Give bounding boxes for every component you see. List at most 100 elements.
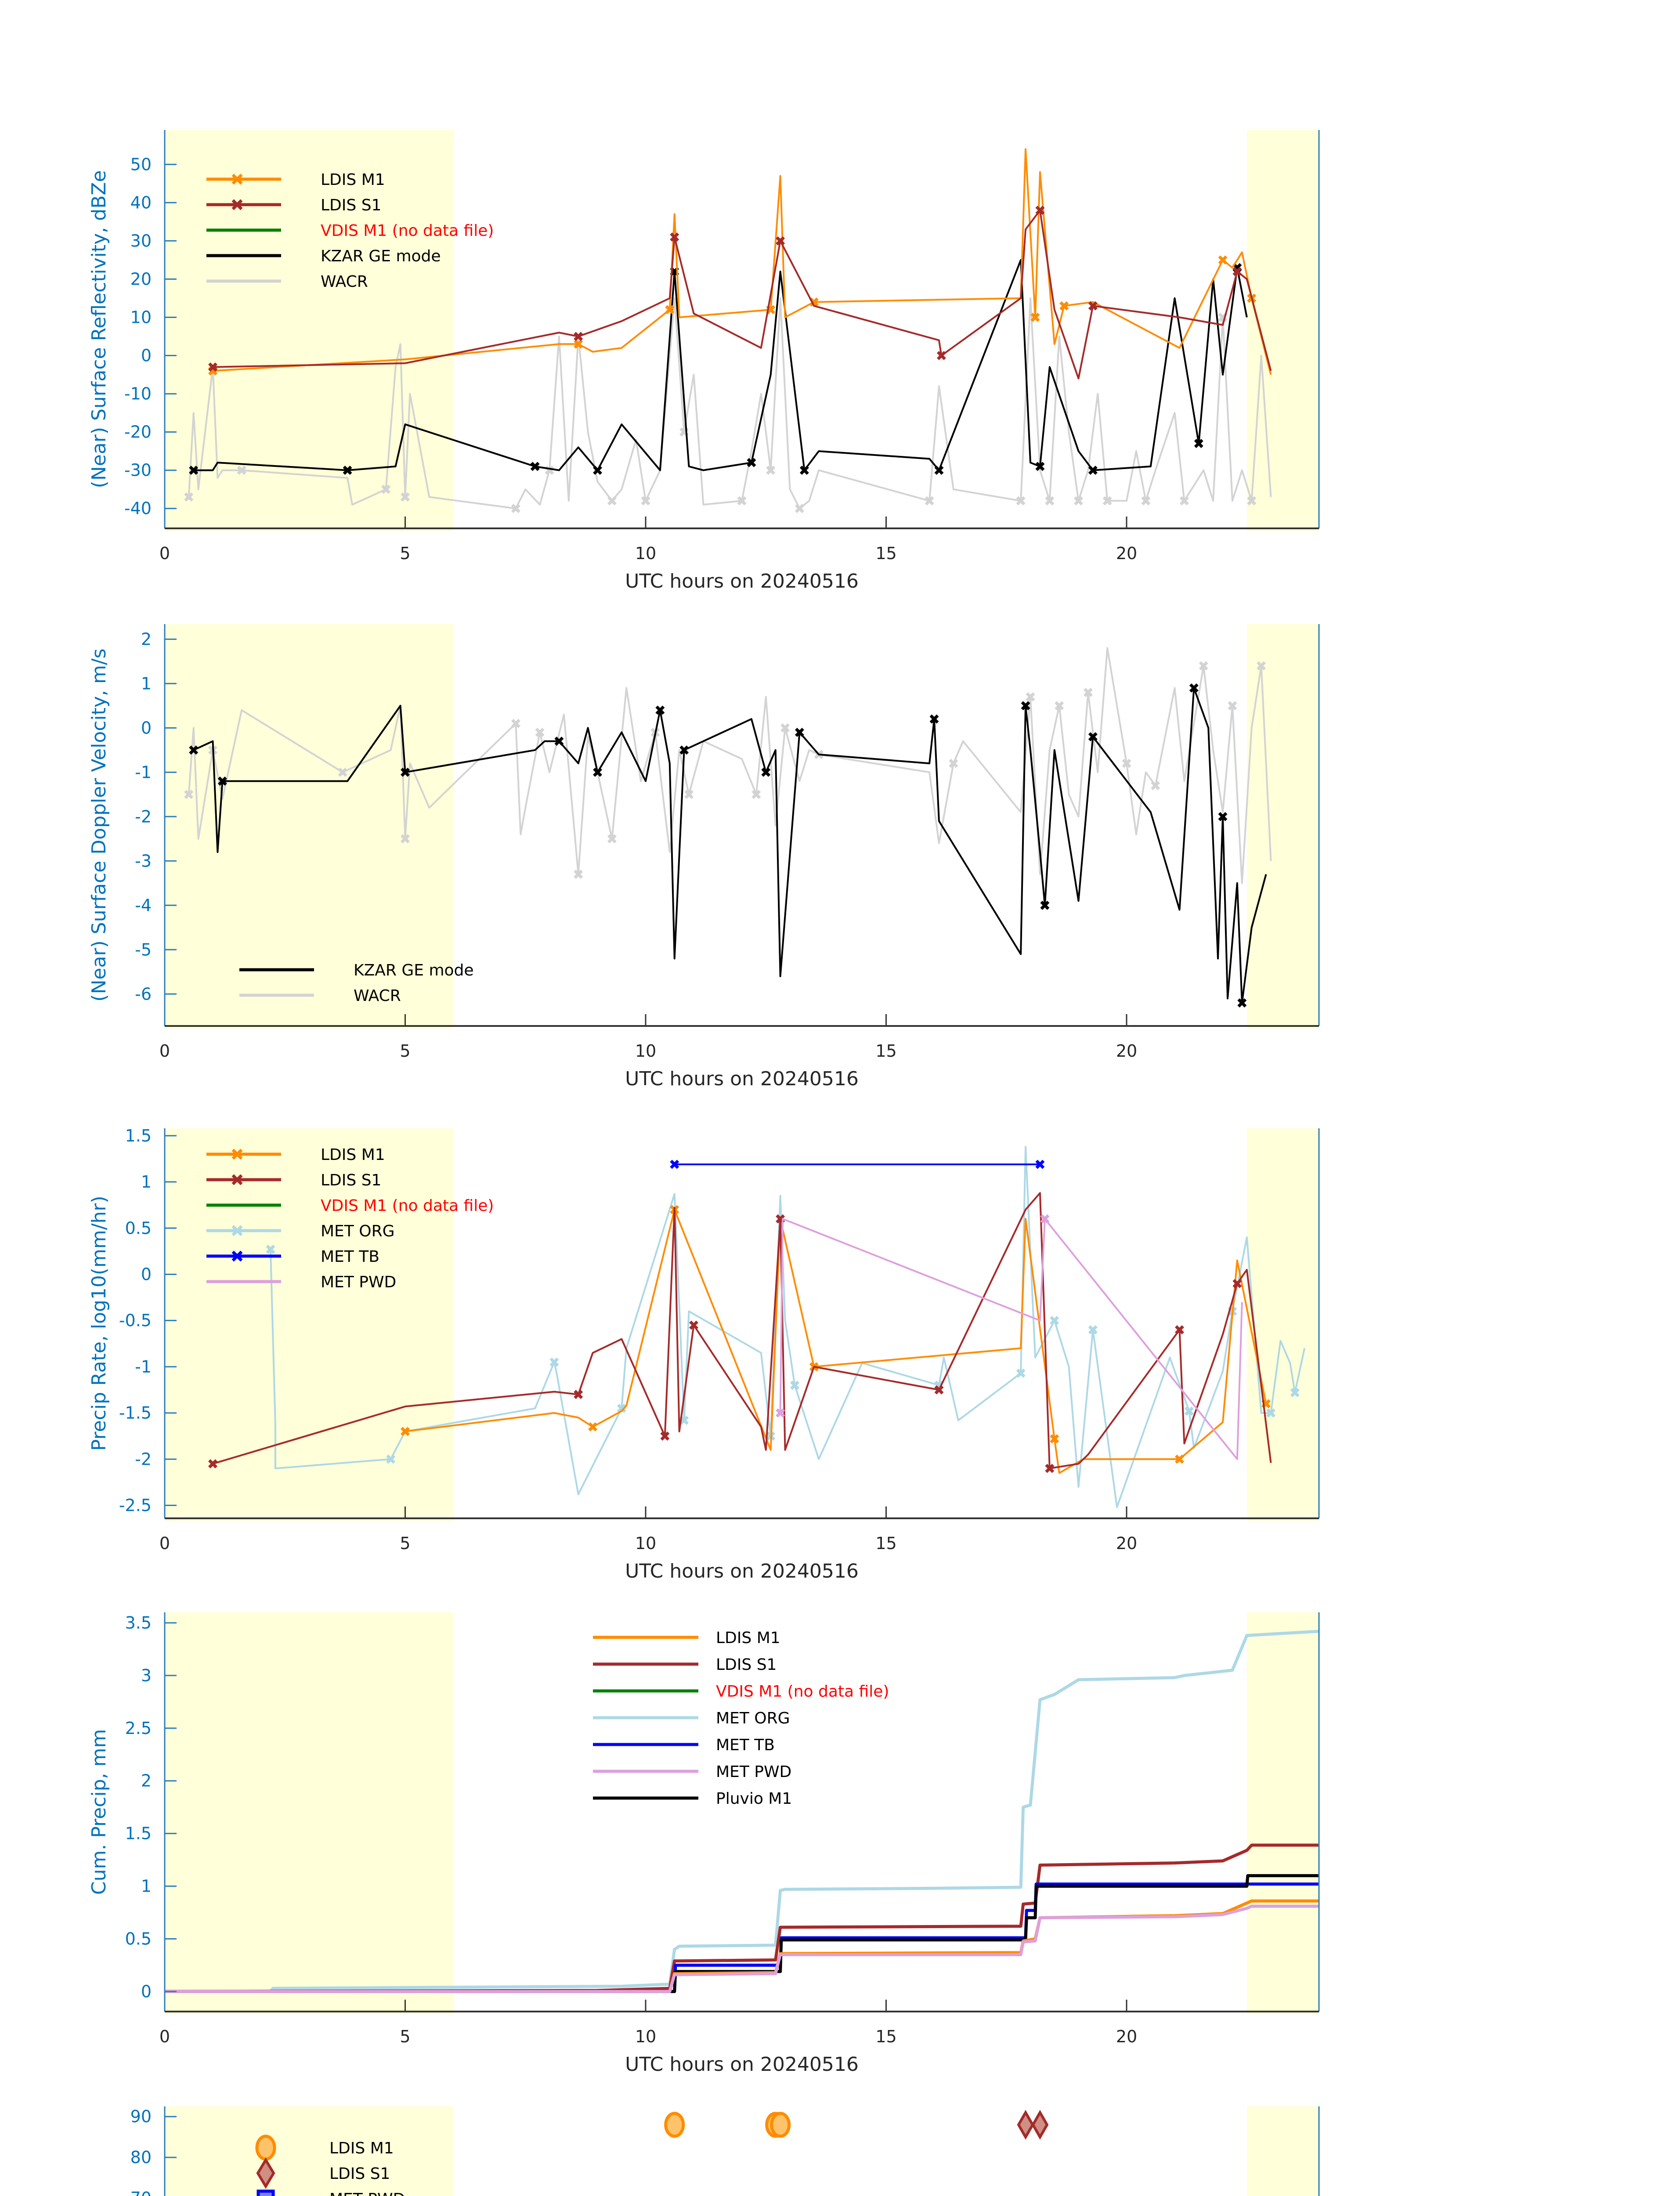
y-tick-label: 0.5 (125, 1929, 152, 1949)
x-tick-label: 5 (400, 1041, 410, 1061)
point-ldis-s1 (1031, 2109, 1049, 2140)
point-ldis-s1 (1017, 2109, 1034, 2140)
x-marker (381, 484, 391, 494)
x-marker (1030, 313, 1040, 322)
x-marker (641, 496, 650, 506)
x-marker (208, 362, 217, 372)
y-tick-label: 0 (141, 1264, 152, 1284)
legend-label: LDIS M1 (321, 1146, 385, 1164)
shaded-interval (165, 130, 453, 531)
x-marker (1088, 732, 1098, 741)
legend-label: WACR (321, 273, 368, 291)
x-tick-label: 10 (635, 1041, 656, 1061)
legend-label: VDIS M1 (no data file) (321, 1197, 494, 1215)
y-axis-label: (Near) Surface Reflectivity, dBZe (88, 170, 110, 488)
x-marker (266, 1245, 275, 1254)
y-tick-label: 0 (141, 718, 152, 737)
series-kzar-ge-mode (193, 259, 1248, 471)
y-tick-label: 30 (130, 231, 152, 250)
x-tick-label: 10 (635, 1534, 656, 1553)
y-tick-label: 1 (141, 1877, 152, 1896)
x-tick-label: 0 (159, 2027, 170, 2046)
x-marker (1290, 1388, 1300, 1398)
y-tick-label: 90 (130, 2107, 152, 2126)
legend-item: VDIS M1 (no data file) (206, 1197, 494, 1215)
x-marker (1194, 439, 1203, 448)
x-marker (1247, 496, 1257, 506)
legend-item: LDIS M1 (255, 2135, 394, 2161)
x-marker (1016, 496, 1026, 506)
series-met-org (269, 1146, 1306, 1508)
x-marker (1122, 758, 1131, 768)
y-tick-label: -20 (124, 423, 152, 442)
x-marker (184, 492, 194, 502)
y-tick-label: -1 (135, 1357, 152, 1376)
legend-item: MET ORG (206, 1222, 395, 1240)
x-axis-label: UTC hours on 20240516 (625, 1068, 859, 1090)
legend-label: LDIS S1 (321, 196, 381, 214)
shaded-interval (1246, 2106, 1319, 2196)
point-ldis-m1 (664, 2112, 685, 2138)
x-marker (574, 339, 583, 349)
y-tick-label: 2 (141, 1771, 152, 1791)
series-group (664, 2109, 1049, 2140)
x-marker (1184, 1406, 1194, 1416)
x-marker (231, 1149, 243, 1160)
shaded-interval (1246, 130, 1319, 531)
legend-item: KZAR GE mode (206, 247, 441, 265)
x-marker (747, 458, 756, 467)
shaded-interval (165, 1128, 453, 1521)
x-marker (1174, 1454, 1184, 1464)
x-marker (401, 767, 410, 777)
y-tick-label: -40 (124, 499, 152, 518)
legend-label: LDIS M1 (716, 1629, 780, 1647)
x-marker (607, 834, 617, 844)
y-tick-label: -4 (135, 896, 152, 915)
series-ldis-m1 (213, 148, 1272, 375)
series-kzar-ge-mode (193, 687, 1267, 1004)
x-marker (554, 737, 564, 746)
point-ldis-m1 (770, 2112, 791, 2138)
y-axis-label: Precip Rate, log10(mm/hr) (88, 1196, 110, 1451)
series-wacr (188, 297, 1272, 509)
legend-item: Pluvio M1 (593, 1790, 792, 1808)
legend-label: MET PWD (329, 2190, 405, 2196)
x-marker (1016, 1369, 1026, 1378)
x-tick-label: 0 (159, 1041, 170, 1061)
x-marker (1232, 267, 1242, 276)
series-group (208, 1146, 1306, 1508)
shaded-interval (1246, 1612, 1319, 2014)
x-marker (660, 1431, 670, 1441)
panel-precip-rate: -2.5 -2 -1.5 -1 -0.5 0 0.5 1 1.5 0 5 10 15 20 UTC hour… (88, 1126, 1320, 1582)
x-tick-label: 5 (400, 544, 410, 563)
y-tick-label: 1.5 (125, 1126, 152, 1145)
legend-item: LDIS M1 (593, 1629, 780, 1647)
series-met-org (165, 1629, 1319, 1993)
x-marker (795, 727, 804, 737)
x-marker (1026, 692, 1035, 702)
x-marker (655, 705, 665, 715)
x-marker (1257, 661, 1266, 671)
x-marker (936, 351, 946, 361)
x-marker (1050, 1434, 1059, 1444)
x-marker (231, 1174, 243, 1185)
y-tick-label: -1.5 (119, 1403, 152, 1423)
x-marker (790, 1380, 799, 1390)
x-marker (593, 767, 602, 777)
legend-item: VDIS M1 (no data file) (593, 1683, 889, 1701)
x-marker (1088, 1325, 1098, 1335)
x-marker (535, 727, 545, 737)
x-marker (511, 504, 520, 513)
x-marker (1035, 462, 1045, 471)
legend-item: MET TB (206, 1248, 379, 1266)
x-marker (184, 790, 194, 799)
x-marker (665, 305, 675, 314)
x-marker (588, 1422, 598, 1432)
x-marker (1218, 255, 1228, 265)
x-marker (934, 1385, 944, 1394)
x-marker (1232, 1279, 1242, 1288)
x-marker (1045, 1463, 1055, 1473)
y-tick-label: -10 (124, 384, 152, 404)
x-marker (670, 232, 679, 242)
x-marker (189, 745, 199, 755)
